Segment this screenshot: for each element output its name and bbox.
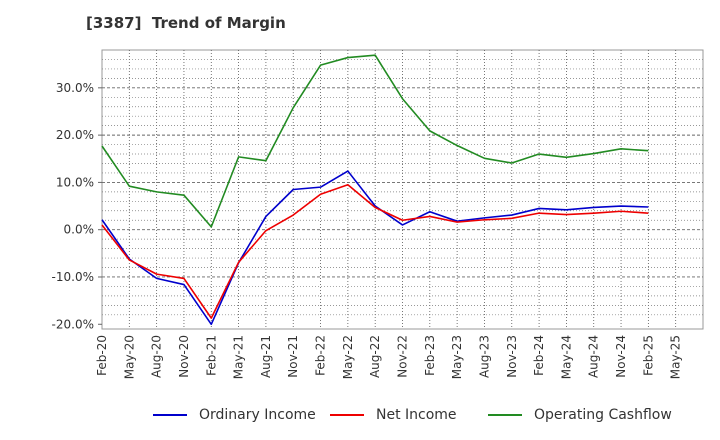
x-tick-label: Feb-25 <box>641 335 655 376</box>
legend-swatch <box>153 414 187 416</box>
x-tick-label: Nov-22 <box>396 335 410 378</box>
series-line-net-income <box>101 183 649 319</box>
legend-item: Operating Cashflow <box>488 404 672 426</box>
x-tick-label: May-23 <box>450 335 464 379</box>
legend-label: Ordinary Income <box>199 407 316 423</box>
x-tick-label: May-22 <box>341 335 355 379</box>
x-tick-label: Feb-24 <box>532 335 546 376</box>
y-tick-label: 20.0% <box>56 128 94 142</box>
grid <box>102 50 703 329</box>
x-tick-label: May-21 <box>232 335 246 379</box>
series-line-operating-cashflow <box>101 54 649 228</box>
y-axis: -20.0% -10.0% 0.0% 10.0% 20.0% 30.0% <box>52 81 102 331</box>
legend-label: Net Income <box>376 407 457 423</box>
x-tick-label: Feb-22 <box>314 335 328 376</box>
legend-label: Operating Cashflow <box>534 407 672 423</box>
x-tick-label: Feb-21 <box>204 335 218 376</box>
x-tick-label: Aug-21 <box>259 335 273 378</box>
x-tick-label: Feb-23 <box>423 335 437 376</box>
legend-item: Net Income <box>330 404 457 426</box>
legend-swatch <box>330 414 364 416</box>
x-tick-label: May-20 <box>122 335 136 379</box>
y-tick-label: -20.0% <box>52 317 94 331</box>
x-tick-label: May-25 <box>669 335 683 379</box>
chart-title: [3387] Trend of Margin <box>86 14 286 32</box>
y-tick-label: 10.0% <box>56 175 94 189</box>
y-tick-label: 30.0% <box>56 81 94 95</box>
x-tick-label: Aug-23 <box>477 335 491 378</box>
x-tick-label: Nov-21 <box>286 335 300 378</box>
y-tick-label: 0.0% <box>64 223 95 237</box>
series-line-ordinary-income <box>101 170 649 326</box>
x-tick-label: Nov-23 <box>505 335 519 378</box>
x-tick-label: Feb-20 <box>95 335 109 376</box>
x-tick-label: Nov-24 <box>614 335 628 378</box>
legend-item: Ordinary Income <box>153 404 316 426</box>
legend: Ordinary Income Net Income Operating Cashf… <box>0 404 720 426</box>
plot-background <box>101 49 704 330</box>
x-tick-label: May-24 <box>559 335 573 379</box>
x-tick-label: Aug-24 <box>587 335 601 378</box>
x-tick-label: Aug-20 <box>150 335 164 378</box>
series-lines <box>101 54 649 326</box>
legend-swatch <box>488 414 522 416</box>
x-tick-label: Aug-22 <box>368 335 382 378</box>
y-tick-label: -10.0% <box>52 270 94 284</box>
x-tick-label: Nov-20 <box>177 335 191 378</box>
x-axis: Feb-20 May-20 Aug-20 Nov-20 Feb-21 May-21 Aug-… <box>95 335 683 379</box>
